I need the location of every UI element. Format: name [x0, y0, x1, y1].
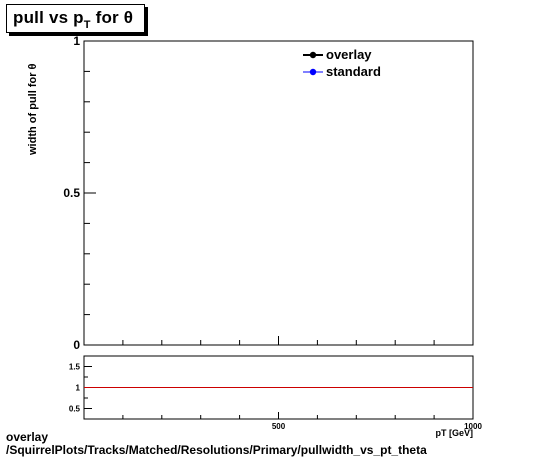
x-axis-title: pT [GeV] [436, 428, 474, 438]
y-tick-label: 0.5 [63, 186, 80, 200]
main-tick-labels: 00.51 [63, 34, 80, 352]
legend-marker-overlay [309, 51, 317, 59]
ratio-ticks [84, 355, 435, 420]
ratio-x-tick-label: 1000 [464, 422, 482, 431]
ratio-y-tick-label: 1.5 [69, 363, 81, 372]
ratio-y-tick-label: 1 [76, 384, 81, 393]
y-tick-label: 1 [73, 34, 80, 48]
legend: overlay standard [303, 47, 381, 79]
y-axis-title: width of pull for θ [27, 63, 39, 156]
ratio-tick-labels: 0.5 1 1.5 500 1000 [69, 363, 483, 432]
ratio-x-tick-label: 500 [272, 422, 286, 431]
chart-title: pull vs pT for θ [13, 8, 134, 31]
legend-label-standard: standard [326, 64, 381, 79]
footer-line-2: /SquirrelPlots/Tracks/Matched/Resolution… [6, 443, 427, 457]
title-box: pull vs pT for θ [6, 4, 145, 33]
footer-line-1: overlay [6, 430, 49, 444]
ratio-y-tick-label: 0.5 [69, 405, 81, 414]
main-ticks [84, 40, 435, 346]
y-tick-label: 0 [73, 338, 80, 352]
legend-marker-standard [309, 68, 317, 76]
footer: overlay /SquirrelPlots/Tracks/Matched/Re… [6, 431, 427, 457]
main-plot-frame [83, 40, 474, 346]
legend-label-overlay: overlay [326, 47, 372, 62]
